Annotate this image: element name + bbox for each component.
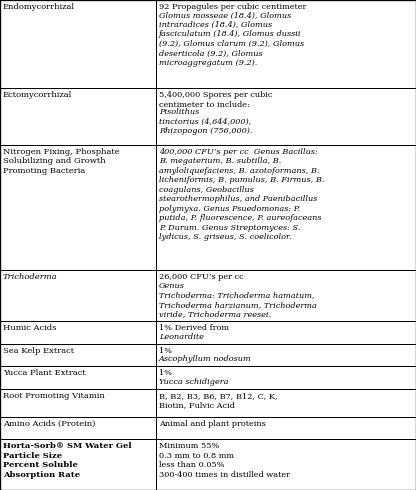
Text: Endomycorrhizal: Endomycorrhizal (3, 3, 75, 11)
Text: 92 Propagules per cubic centimeter
Glomus mosseae (18.4), Glomus
intraradices (1: 92 Propagules per cubic centimeter Glomu… (159, 3, 307, 68)
Bar (156, 344, 416, 366)
Bar (156, 271, 416, 321)
Bar (156, 0, 416, 88)
Text: 5,400,000 Spores per cubic
centimeter to include: Pisolithus
tinctorius (4,644,0: 5,400,000 Spores per cubic centimeter to… (159, 91, 293, 128)
Text: Ectomycorrhizal: Ectomycorrhizal (3, 91, 72, 99)
Text: Horta-Sorb® SM Water Gel
Particle Size
Percent Soluble
Absorption Rate: Horta-Sorb® SM Water Gel Particle Size P… (3, 442, 131, 479)
Text: Trichoderma: Trichoderma (3, 273, 58, 281)
Text: 400,000 CFU’s per cc  Genus Bacillus:
B. megaterium, B. subtilla, B.
amyloliquef: 400,000 CFU’s per cc Genus Bacillus: B. … (159, 147, 324, 241)
Text: 1% Ascophyllum nodosum: 1% Ascophyllum nodosum (159, 347, 267, 355)
Text: 5,400,000 Spores per cubic
centimeter to include:: 5,400,000 Spores per cubic centimeter to… (159, 91, 272, 109)
Text: Yucca schidigera: Yucca schidigera (159, 378, 228, 386)
Text: Minimum 55%
0.3 mm to 0.8 mm
less than 0.05%
300-400 times in distilled water: Minimum 55% 0.3 mm to 0.8 mm less than 0… (159, 442, 290, 479)
Text: Root Promoting Vitamin: Root Promoting Vitamin (3, 392, 105, 400)
Text: Ascophyllum nodosum: Ascophyllum nodosum (159, 355, 252, 363)
Text: Yucca Plant Extract: Yucca Plant Extract (3, 369, 86, 377)
Text: B, B2, B3, B6, B7, B12, C, K,
Biotin, Fulvic Acid: B, B2, B3, B6, B7, B12, C, K, Biotin, Fu… (159, 392, 277, 409)
Text: 1% Yucca schidigera: 1% Yucca schidigera (159, 369, 244, 377)
Text: 26,000 CFU’s per cc: 26,000 CFU’s per cc (159, 273, 246, 281)
Text: Genus
Trichoderma: Trichoderma hamatum,
Trichoderma harzianum, Trichoderma
virid: Genus Trichoderma: Trichoderma hamatum, … (159, 282, 317, 319)
Text: Animal and plant proteins: Animal and plant proteins (159, 419, 266, 428)
Text: 1%: 1% (159, 347, 175, 355)
Bar (156, 322, 416, 343)
Bar (156, 89, 416, 144)
Text: Humic Acids: Humic Acids (3, 324, 56, 332)
Text: Sea Kelp Extract: Sea Kelp Extract (3, 347, 74, 355)
Text: Glomus mosseae (18.4), Glomus
intraradices (18.4), Glomus
fasciculatum (18.4), G: Glomus mosseae (18.4), Glomus intraradic… (159, 11, 304, 67)
Text: 1% Derived from: 1% Derived from (159, 324, 232, 332)
Text: Nitrogen Fixing, Phosphate
Solubilizing and Growth
Promoting Bacteria: Nitrogen Fixing, Phosphate Solubilizing … (3, 147, 119, 174)
Text: 1% Derived from Leonardite: 1% Derived from Leonardite (159, 324, 276, 332)
Text: 92 Propagules per cubic centimeter: 92 Propagules per cubic centimeter (159, 3, 306, 11)
Text: Leonardite: Leonardite (159, 333, 204, 341)
Text: Pisolithus
tinctorius (4,644,000),
Rhizopogon (756,000).: Pisolithus tinctorius (4,644,000), Rhizo… (159, 108, 253, 135)
Text: Amino Acids (Protein): Amino Acids (Protein) (3, 419, 95, 428)
Text: 26,000 CFU’s per cc Genus
Trichoderma: Trichoderma hamatum,
Trichoderma harzianu: 26,000 CFU’s per cc Genus Trichoderma: T… (159, 273, 317, 310)
Text: 1%: 1% (159, 369, 175, 377)
Bar (156, 367, 416, 388)
